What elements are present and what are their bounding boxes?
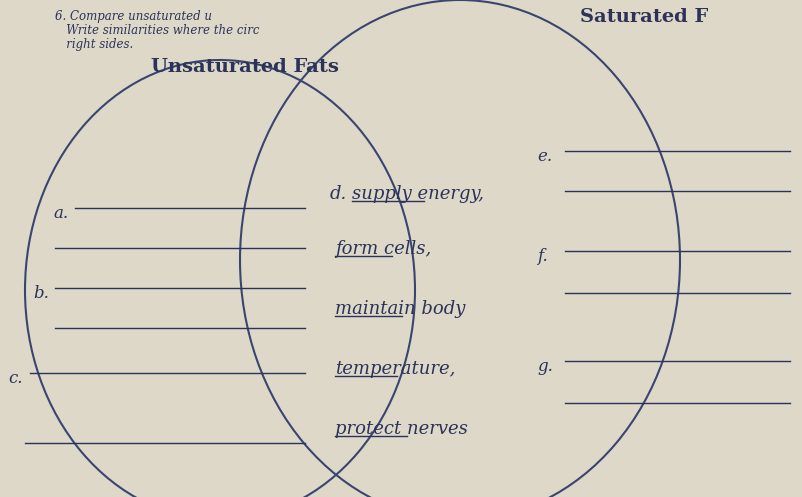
Text: Unsaturated Fats: Unsaturated Fats [151, 58, 338, 76]
Text: Saturated F: Saturated F [579, 8, 707, 26]
Text: form cells,: form cells, [334, 240, 431, 258]
Text: f.: f. [537, 248, 547, 265]
Text: e.: e. [537, 148, 552, 165]
Text: c.: c. [8, 370, 22, 387]
Text: g.: g. [537, 358, 553, 375]
Text: right sides.: right sides. [55, 38, 133, 51]
Text: protect nerves: protect nerves [334, 420, 468, 438]
Text: temperature,: temperature, [334, 360, 455, 378]
Text: Write similarities where the circ: Write similarities where the circ [55, 24, 259, 37]
Text: a.: a. [53, 205, 68, 222]
Text: supply energy,: supply energy, [351, 185, 484, 203]
Text: b.: b. [33, 285, 49, 302]
Text: maintain body: maintain body [334, 300, 465, 318]
Text: d.: d. [330, 185, 346, 203]
Text: 6. Compare unsaturated u: 6. Compare unsaturated u [55, 10, 212, 23]
